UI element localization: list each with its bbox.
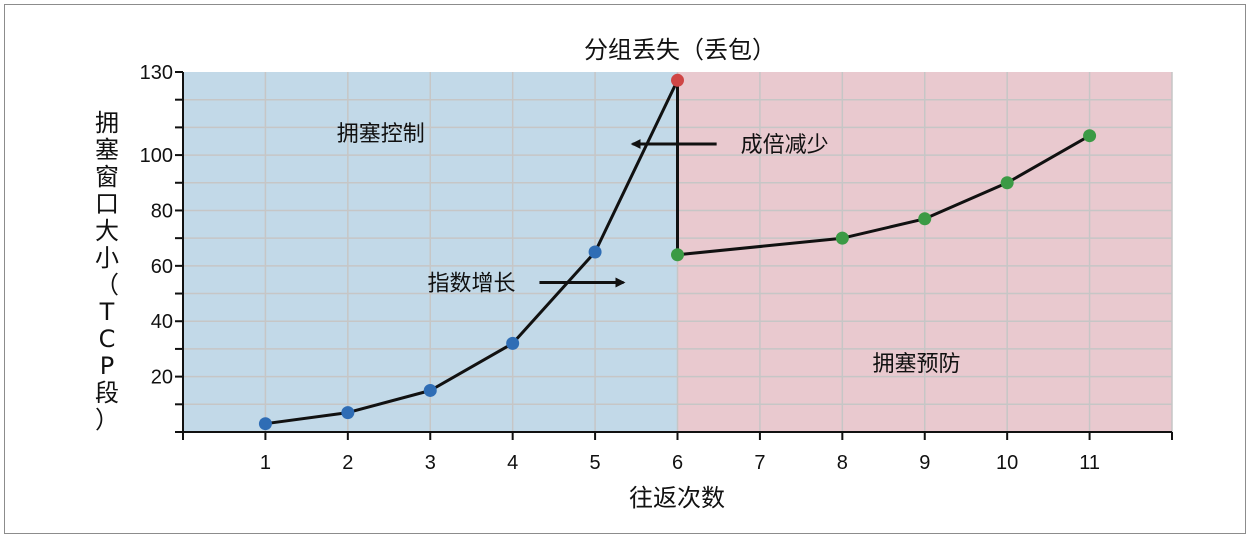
x-tick-label: 3: [425, 452, 436, 474]
data-point-10: [1000, 176, 1014, 190]
data-point-4: [506, 336, 520, 350]
data-point-5: [588, 245, 602, 259]
y-tick-label: 130: [140, 62, 173, 84]
data-point-1: [258, 417, 272, 431]
chart-title: 分组丢失（丢包）: [584, 36, 776, 64]
y-tick-label: 60: [151, 256, 173, 278]
x-tick-label: 8: [837, 452, 848, 474]
x-tick-label: 5: [590, 452, 601, 474]
annotation-2: 成倍减少: [741, 133, 829, 158]
x-tick-label: 9: [919, 452, 930, 474]
x-axis-label: 往返次数: [629, 484, 725, 512]
data-point-3: [423, 383, 437, 397]
x-tick-label: 7: [754, 452, 765, 474]
y-tick-label: 40: [151, 311, 173, 333]
data-point-9: [918, 212, 932, 226]
data-point-6: [671, 73, 684, 87]
x-tick-label: 4: [507, 452, 518, 474]
x-tick-label: 2: [342, 452, 353, 474]
y-tick-label: 20: [151, 367, 173, 389]
data-point-11: [1083, 129, 1097, 143]
y-axis-label: 拥塞窗口大小（T C P 段）: [95, 109, 119, 434]
data-point-7: [671, 248, 684, 262]
x-tick-label: 10: [996, 452, 1018, 474]
region-label-2: 拥塞预防: [873, 352, 961, 377]
data-point-2: [341, 406, 355, 420]
annotation-1: 指数增长: [427, 271, 515, 296]
x-tick-label: 1: [260, 452, 271, 474]
data-point-8: [835, 231, 849, 245]
y-tick-label: 100: [140, 145, 173, 167]
x-tick-label: 6: [672, 452, 683, 474]
x-tick-label: 11: [1079, 452, 1100, 474]
region-label-1: 拥塞控制: [337, 122, 425, 147]
y-tick-label: 80: [151, 200, 173, 222]
